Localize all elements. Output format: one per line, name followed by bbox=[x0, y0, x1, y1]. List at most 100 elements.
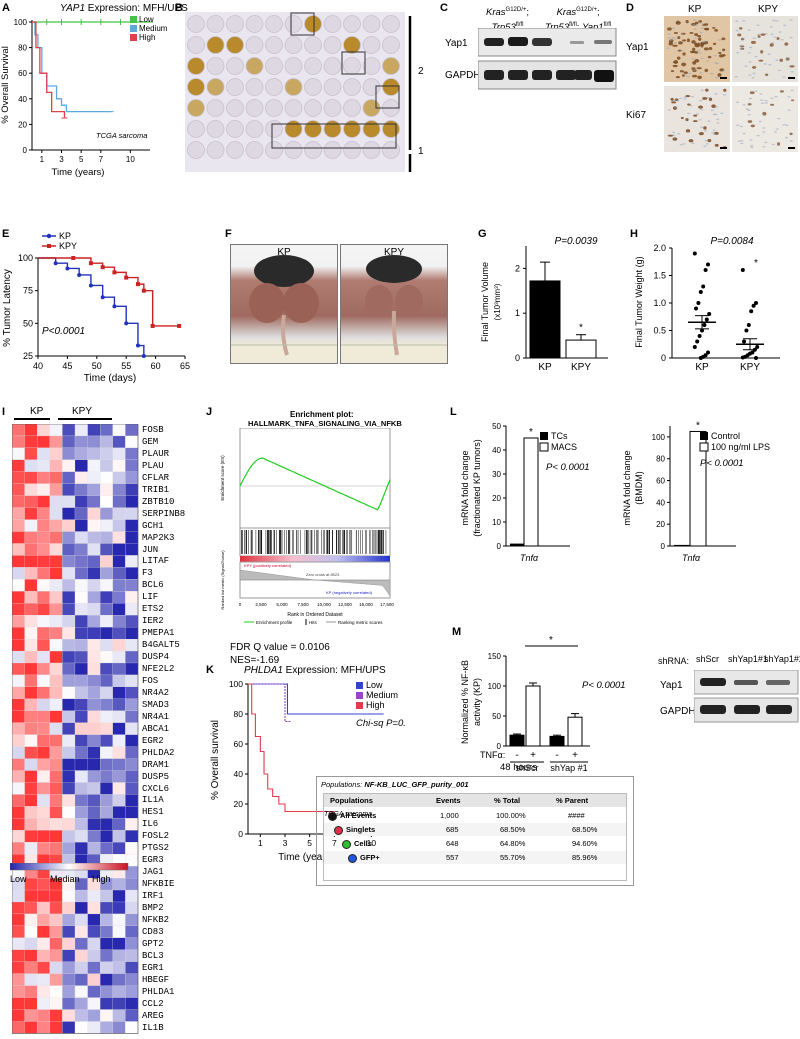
plate-well bbox=[304, 120, 322, 138]
heatmap-cell bbox=[125, 519, 139, 532]
stained-nucleus bbox=[747, 120, 753, 123]
heatmap-cell bbox=[24, 889, 38, 903]
heatmap-cell bbox=[100, 818, 113, 831]
nucleus bbox=[700, 109, 704, 111]
nucleus bbox=[699, 31, 703, 34]
panel-k-pvalue: Chi-sq P=0.003 bbox=[356, 718, 406, 729]
stained-nucleus bbox=[696, 67, 702, 70]
heatmap-cell bbox=[112, 459, 126, 472]
nucleus bbox=[747, 113, 751, 116]
heatmap-cell bbox=[49, 818, 63, 831]
xtick-label: 1 bbox=[258, 838, 263, 848]
heatmap-cell bbox=[49, 949, 63, 962]
stained-nucleus bbox=[685, 94, 691, 98]
stained-nucleus bbox=[721, 54, 726, 57]
heatmap-cell bbox=[100, 722, 113, 735]
heatmap-cell bbox=[49, 519, 63, 532]
gene-label: HES1 bbox=[142, 807, 164, 818]
heatmap-cell bbox=[87, 949, 101, 962]
heatmap-cell bbox=[62, 1009, 76, 1022]
stained-nucleus bbox=[672, 44, 678, 47]
nucleus bbox=[782, 124, 786, 126]
plate-well bbox=[362, 36, 381, 54]
weight-point bbox=[706, 350, 710, 355]
gene-label: PLAUR bbox=[142, 448, 170, 459]
nucleus bbox=[694, 24, 699, 27]
gene-label: SERPINB8 bbox=[142, 508, 186, 519]
nfkb-activity-chart: 0 50 100 150 * P< 0.0001 Normalized % NF-κB… bbox=[460, 635, 626, 773]
heatmap-cell bbox=[12, 424, 25, 437]
tnfa-mrna-charts: 0 10 20 30 40 50 * mRNA fold change (fractiona… bbox=[460, 420, 770, 563]
l-legend-control: Control bbox=[711, 431, 740, 441]
plate-well bbox=[382, 120, 400, 138]
heatmap-cell bbox=[37, 985, 50, 998]
nucleus bbox=[782, 76, 786, 78]
gsea-xtick: 10,000 bbox=[317, 602, 331, 607]
gsea-zero-cross: Zero cross at 8523 bbox=[306, 572, 340, 577]
heatmap-cell bbox=[87, 686, 101, 699]
heatmap-cell bbox=[100, 758, 113, 771]
heatmap-cell bbox=[74, 650, 88, 664]
heatmap-cell bbox=[49, 567, 63, 580]
weight-point bbox=[751, 303, 756, 308]
ihc-row-ki67: Ki67 bbox=[626, 110, 647, 121]
heatmap-cell bbox=[62, 925, 76, 938]
heatmap-cell bbox=[87, 519, 101, 532]
heatmap-cell bbox=[37, 973, 50, 986]
plate-well bbox=[382, 15, 400, 33]
plate-well bbox=[187, 36, 205, 54]
weight-point bbox=[742, 339, 746, 344]
nucleus bbox=[700, 57, 704, 60]
heatmap-cell bbox=[87, 615, 101, 628]
heatmap-cell bbox=[112, 782, 126, 795]
nucleus bbox=[716, 118, 720, 120]
nucleus bbox=[734, 76, 738, 78]
stained-nucleus bbox=[683, 71, 688, 74]
l-left-ylabel2: (fractionated KP tumors) bbox=[472, 439, 482, 536]
heatmap-cell bbox=[24, 710, 38, 723]
panel-k-xlabel: Time (years) bbox=[278, 852, 334, 863]
heatmap-cell bbox=[37, 997, 50, 1010]
heatmap-cell bbox=[87, 746, 101, 759]
heatmap-cell bbox=[74, 973, 88, 986]
panel-label-k: K bbox=[206, 664, 214, 676]
nucleus bbox=[695, 113, 700, 115]
gene-label: F3 bbox=[142, 568, 153, 579]
nucleus bbox=[717, 39, 722, 41]
heatmap-cell bbox=[125, 842, 139, 855]
heatmap-cell bbox=[24, 447, 38, 460]
heatmap-cell bbox=[49, 459, 63, 472]
heatmap-cell bbox=[12, 985, 25, 998]
bar-macs bbox=[523, 437, 539, 547]
heatmap-cell bbox=[24, 758, 38, 771]
heatmap-cell bbox=[125, 901, 139, 915]
heatmap-cell bbox=[100, 435, 113, 448]
heatmap-cell bbox=[12, 1009, 25, 1022]
heatmap-cell bbox=[74, 627, 88, 640]
heatmap-cell bbox=[24, 483, 38, 496]
plate-well bbox=[323, 15, 342, 33]
heatmap-cell bbox=[74, 639, 88, 652]
heatmap-cell bbox=[125, 806, 139, 819]
heatmap-cell bbox=[24, 961, 38, 974]
gene-label: PTGS2 bbox=[142, 843, 170, 854]
nucleus bbox=[714, 93, 718, 95]
heatmap-cell bbox=[125, 471, 139, 484]
plate-well bbox=[187, 141, 205, 159]
ytick-label: 100 bbox=[488, 682, 502, 691]
nucleus bbox=[698, 52, 702, 54]
ihc-col-kp: KP bbox=[688, 4, 702, 15]
plate-well bbox=[187, 99, 205, 117]
nucleus bbox=[783, 24, 787, 27]
nucleus bbox=[760, 99, 764, 101]
nucleus bbox=[761, 102, 765, 105]
m-ylabel1: Normalized % NF-κB bbox=[460, 660, 470, 744]
heatmap-cell bbox=[112, 997, 126, 1010]
nucleus bbox=[767, 53, 771, 55]
heatmap-cell bbox=[62, 507, 76, 520]
heatmap-cell bbox=[24, 842, 38, 855]
nucleus bbox=[683, 98, 687, 100]
heatmap-cell bbox=[112, 734, 126, 747]
gene-label: GCH1 bbox=[142, 520, 164, 531]
nucleus bbox=[710, 109, 714, 112]
